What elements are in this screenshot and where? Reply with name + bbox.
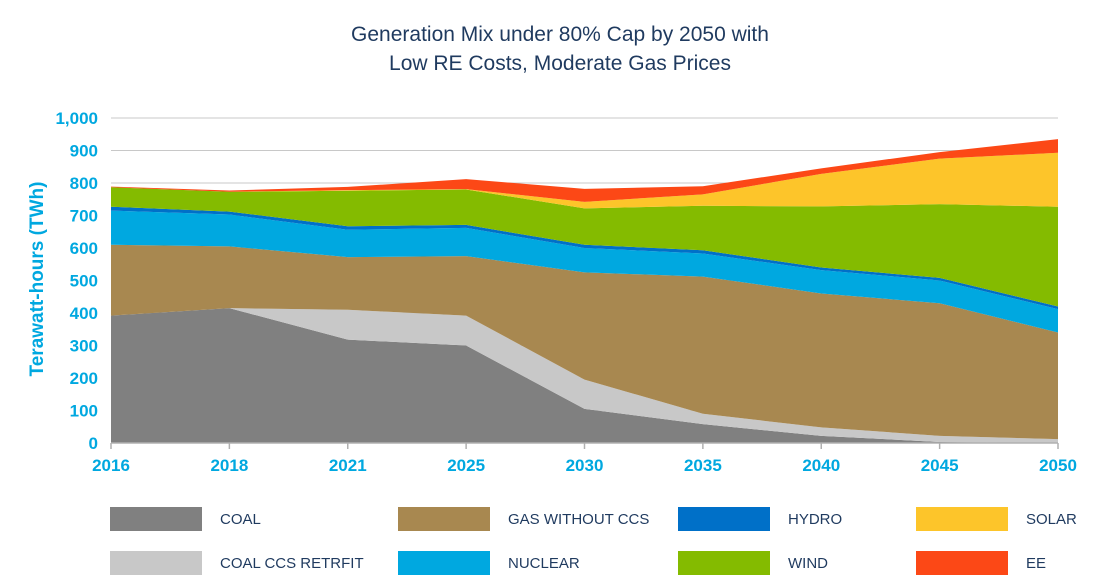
legend-item: GAS WITHOUT CCS <box>398 507 649 531</box>
x-tick-label: 2021 <box>329 456 367 475</box>
legend-item: COAL <box>110 507 261 531</box>
y-tick-label: 900 <box>70 142 98 161</box>
y-tick-label: 400 <box>70 304 98 323</box>
y-tick-label: 100 <box>70 402 98 421</box>
y-tick-label: 200 <box>70 369 98 388</box>
x-tick-label: 2040 <box>802 456 840 475</box>
legend-item: EE <box>916 551 1046 575</box>
area-wind <box>111 187 1058 307</box>
legend-label: COAL <box>220 510 261 528</box>
legend-label: GAS WITHOUT CCS <box>508 510 650 528</box>
y-tick-label: 1,000 <box>55 109 98 128</box>
x-tick-label: 2025 <box>447 456 485 475</box>
area-coal <box>111 308 1058 443</box>
legend-swatch <box>678 507 770 531</box>
legend-swatch <box>398 551 490 575</box>
legend-item: HYDRO <box>678 507 842 531</box>
x-tick-label: 2016 <box>92 456 130 475</box>
legend-swatch <box>110 551 202 575</box>
x-tick-label: 2030 <box>566 456 604 475</box>
legend-item: SOLAR <box>916 507 1077 531</box>
legend-label: EE <box>1026 554 1047 572</box>
legend-label: HYDRO <box>788 510 843 528</box>
area-solar <box>111 152 1058 209</box>
x-tick-label: 2045 <box>921 456 959 475</box>
legend-swatch <box>916 507 1008 531</box>
chart-title: Generation Mix under 80% Cap by 2050 wit… <box>0 20 1120 78</box>
legend-item: NUCLEAR <box>398 551 580 575</box>
legend-label: NUCLEAR <box>508 554 580 572</box>
legend-swatch <box>678 551 770 575</box>
y-tick-label: 0 <box>89 434 98 453</box>
legend-label: WIND <box>788 554 828 572</box>
area-gas-without-ccs <box>111 244 1058 440</box>
legend-swatch <box>398 507 490 531</box>
x-tick-label: 2035 <box>684 456 722 475</box>
area-nuclear <box>111 210 1058 333</box>
y-tick-label: 500 <box>70 272 98 291</box>
area-ee <box>111 139 1058 202</box>
x-tick-label: 2050 <box>1039 456 1077 475</box>
legend-swatch <box>916 551 1008 575</box>
y-tick-label: 800 <box>70 174 98 193</box>
legend-label: SOLAR <box>1026 510 1077 528</box>
legend-item: COAL CCS RETRFIT <box>110 551 364 575</box>
chart-title-line-2: Low RE Costs, Moderate Gas Prices <box>389 52 731 75</box>
chart-title-line-1: Generation Mix under 80% Cap by 2050 wit… <box>351 23 769 46</box>
legend-swatch <box>110 507 202 531</box>
legend-item: WIND <box>678 551 828 575</box>
y-tick-label: 600 <box>70 239 98 258</box>
legend-label: COAL CCS RETRFIT <box>220 554 364 572</box>
x-tick-label: 2018 <box>210 456 248 475</box>
y-tick-label: 700 <box>70 207 98 226</box>
y-tick-label: 300 <box>70 337 98 356</box>
